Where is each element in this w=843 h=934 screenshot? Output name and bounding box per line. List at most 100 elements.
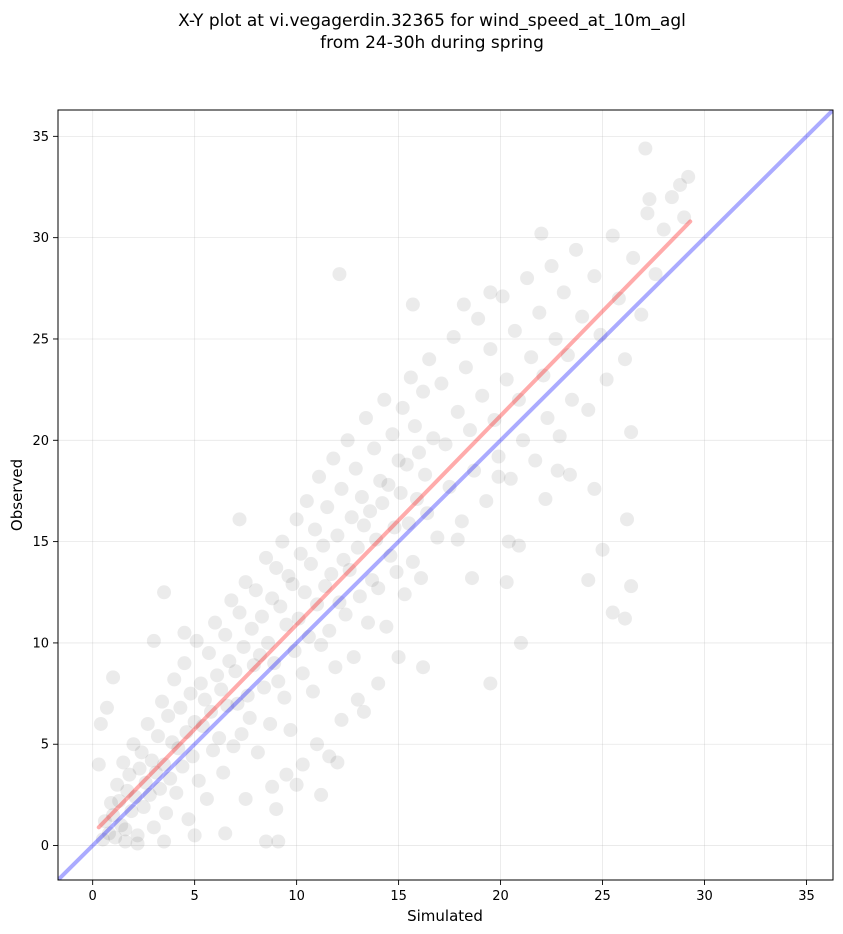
scatter-point-190 [548, 331, 563, 346]
scatter-point-1 [97, 814, 112, 829]
x-tick-label-1: 5 [191, 889, 199, 904]
scatter-point-88 [277, 690, 292, 705]
scatter-point-227 [499, 575, 514, 590]
scatter-point-63 [226, 739, 241, 754]
scatter-point-17 [132, 761, 147, 776]
x-tick-label-5: 25 [594, 889, 611, 904]
scatter-point-6 [110, 777, 125, 792]
scatter-point-172 [475, 388, 490, 403]
scatter-point-231 [624, 425, 639, 440]
scatter-point-155 [414, 571, 429, 586]
scatter-point-142 [387, 520, 402, 535]
scatter-point-97 [295, 666, 310, 681]
scatter-point-164 [442, 479, 457, 494]
scatter-point-81 [263, 716, 278, 731]
scatter-point-132 [367, 441, 382, 456]
scatter-point-41 [181, 812, 196, 827]
scatter-point-146 [395, 400, 410, 415]
scatter-point-261 [310, 737, 325, 752]
scatter-point-36 [171, 741, 186, 756]
scatter-point-69 [238, 575, 253, 590]
x-tick-label-7: 35 [798, 889, 815, 904]
scatter-point-129 [361, 615, 375, 630]
scatter-point-206 [640, 206, 655, 221]
scatter-point-233 [511, 538, 526, 553]
scatter-point-235 [538, 492, 553, 507]
scatter-point-16 [130, 828, 145, 843]
scatter-point-184 [524, 350, 539, 365]
scatter-point-202 [611, 291, 626, 306]
x-axis-label: Simulated [407, 907, 483, 925]
x-tick-label-0: 0 [89, 889, 97, 904]
scatter-point-187 [536, 368, 551, 383]
scatter-points [91, 141, 696, 851]
scatter-point-71 [242, 710, 257, 725]
scatter-point-94 [289, 512, 304, 527]
scatter-point-22 [142, 787, 157, 802]
scatter-point-49 [197, 692, 212, 707]
scatter-point-145 [393, 485, 408, 500]
scatter-point-45 [189, 633, 204, 648]
scatter-point-77 [254, 609, 269, 624]
scatter-point-257 [146, 633, 161, 648]
scatter-point-269 [322, 749, 337, 764]
scatter-point-113 [328, 660, 343, 675]
scatter-point-121 [344, 510, 359, 525]
scatter-point-193 [560, 348, 575, 363]
grid [58, 110, 833, 880]
scatter-point-178 [499, 372, 514, 387]
scatter-point-25 [148, 765, 163, 780]
scatter-point-196 [575, 309, 590, 324]
scatter-point-175 [487, 413, 502, 428]
scatter-point-234 [491, 469, 506, 484]
scatter-point-182 [516, 433, 530, 448]
scatter-point-260 [295, 757, 310, 772]
scatter-point-168 [458, 360, 473, 375]
scatter-point-198 [587, 269, 602, 284]
scatter-point-53 [206, 743, 220, 758]
scatter-point-102 [305, 684, 320, 699]
scatter-point-262 [356, 704, 371, 719]
y-tick-label-7: 35 [32, 130, 49, 145]
y-axis-label: Observed [8, 459, 26, 531]
y-tick-label-6: 30 [32, 231, 49, 246]
scatter-point-60 [220, 698, 235, 713]
scatter-point-47 [193, 676, 208, 691]
scatter-point-267 [279, 767, 294, 782]
chart-title-line-1: X-Y plot at vi.vegagerdin.32365 for wind… [178, 11, 686, 31]
scatter-point-208 [656, 222, 671, 237]
scatter-point-120 [342, 562, 357, 577]
scatter-point-192 [556, 285, 571, 300]
scatter-point-158 [420, 506, 435, 521]
scatter-point-220 [620, 512, 635, 527]
scatter-point-68 [236, 639, 251, 654]
scatter-point-56 [212, 731, 227, 746]
scatter-point-195 [569, 242, 584, 257]
scatter-point-217 [405, 297, 420, 312]
scatter-point-253 [106, 670, 121, 685]
scatter-point-194 [564, 392, 579, 407]
scatter-point-244 [238, 791, 253, 806]
scatter-point-199 [593, 327, 608, 342]
scatter-point-125 [352, 589, 367, 604]
scatter-point-180 [507, 323, 522, 338]
scatter-point-70 [240, 688, 255, 703]
scatter-point-163 [438, 437, 453, 452]
chart-title-line-2: from 24-30h during spring [320, 33, 544, 53]
scatter-point-117 [336, 552, 351, 567]
scatter-point-249 [118, 834, 133, 849]
scatter-point-112 [326, 451, 341, 466]
scatter-point-251 [93, 716, 108, 731]
scatter-point-223 [617, 611, 632, 626]
scatter-point-131 [365, 573, 380, 588]
scatter-point-134 [371, 581, 386, 596]
scatter-point-101 [303, 556, 318, 571]
scatter-point-204 [626, 250, 641, 265]
scatter-point-95 [291, 611, 306, 626]
scatter-point-104 [310, 597, 325, 612]
scatter-point-34 [167, 672, 182, 687]
scatter-point-209 [664, 190, 679, 205]
scatter-point-128 [358, 411, 373, 425]
scatter-point-100 [301, 629, 316, 644]
scatter-point-50 [199, 791, 214, 806]
